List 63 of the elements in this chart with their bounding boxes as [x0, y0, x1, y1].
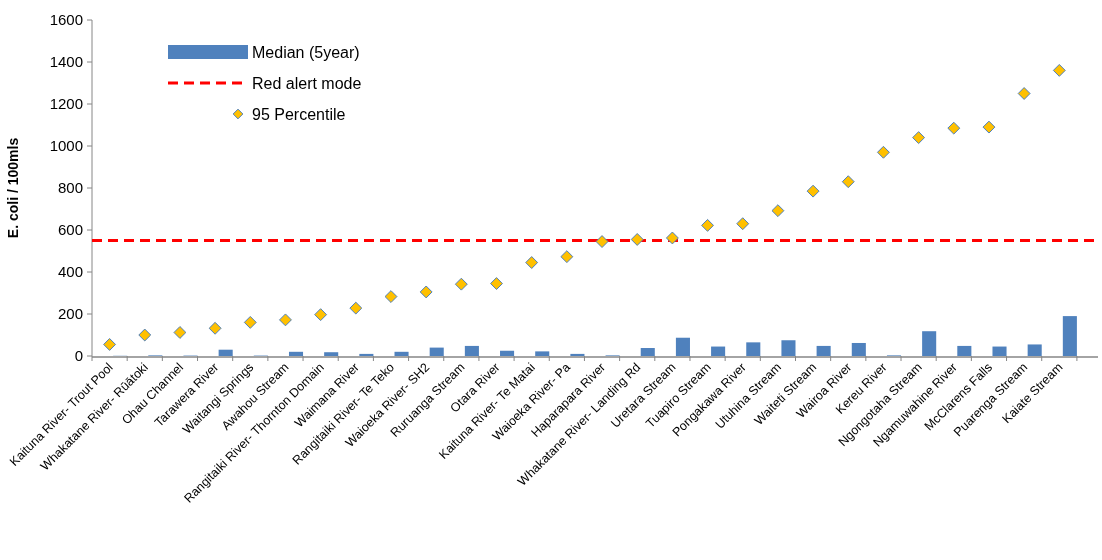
bar [570, 353, 585, 356]
y-tick-label: 1400 [49, 53, 83, 71]
y-tick-label: 200 [57, 305, 83, 323]
point [771, 204, 785, 218]
y-tick-label: 800 [57, 179, 83, 197]
y-tick-label: 1000 [49, 137, 83, 155]
point [490, 277, 503, 290]
point [349, 301, 363, 315]
bar [394, 351, 409, 356]
bar [992, 346, 1007, 356]
point [595, 235, 609, 248]
point [665, 231, 679, 245]
point [876, 145, 890, 159]
bar [429, 347, 444, 356]
point [736, 217, 750, 231]
bar [535, 351, 550, 356]
bar [500, 350, 515, 356]
bar [711, 346, 726, 356]
bar [288, 351, 304, 356]
bar [1027, 344, 1042, 356]
point [173, 326, 187, 339]
point [841, 175, 855, 189]
bar [816, 345, 831, 356]
point [279, 313, 292, 327]
point [1052, 63, 1066, 77]
point [560, 250, 574, 264]
legend-label: Median (5year) [252, 43, 360, 61]
point [701, 218, 714, 232]
point [982, 120, 996, 134]
bar [640, 348, 655, 356]
point [454, 277, 468, 291]
point [630, 233, 644, 246]
bar [1062, 316, 1077, 356]
y-tick-label: 1600 [49, 11, 83, 29]
y-tick-label: 1200 [49, 95, 83, 113]
point [912, 131, 926, 145]
y-tick-label: 0 [74, 347, 83, 365]
point [138, 328, 152, 342]
bar [957, 345, 972, 356]
y-axis-title: E. coli / 100mls [5, 137, 21, 239]
point [806, 184, 820, 198]
y-tick-label: 600 [57, 221, 83, 239]
bar [781, 340, 796, 356]
point [525, 256, 539, 269]
point [384, 290, 398, 304]
point [243, 315, 257, 329]
bar [675, 337, 690, 356]
bar [218, 349, 233, 356]
bar [922, 331, 937, 356]
point [314, 308, 328, 322]
bar [851, 342, 866, 356]
point [208, 321, 222, 335]
y-tick-label: 400 [57, 263, 83, 281]
point [947, 121, 961, 135]
bar [746, 342, 761, 356]
legend-label: 95 Percentile [252, 105, 346, 123]
legend-label: Red alert mode [252, 74, 362, 92]
bar [324, 352, 339, 356]
point [1017, 87, 1031, 100]
point [419, 285, 433, 299]
point [103, 338, 117, 351]
bar [359, 353, 374, 356]
bar [464, 345, 479, 356]
